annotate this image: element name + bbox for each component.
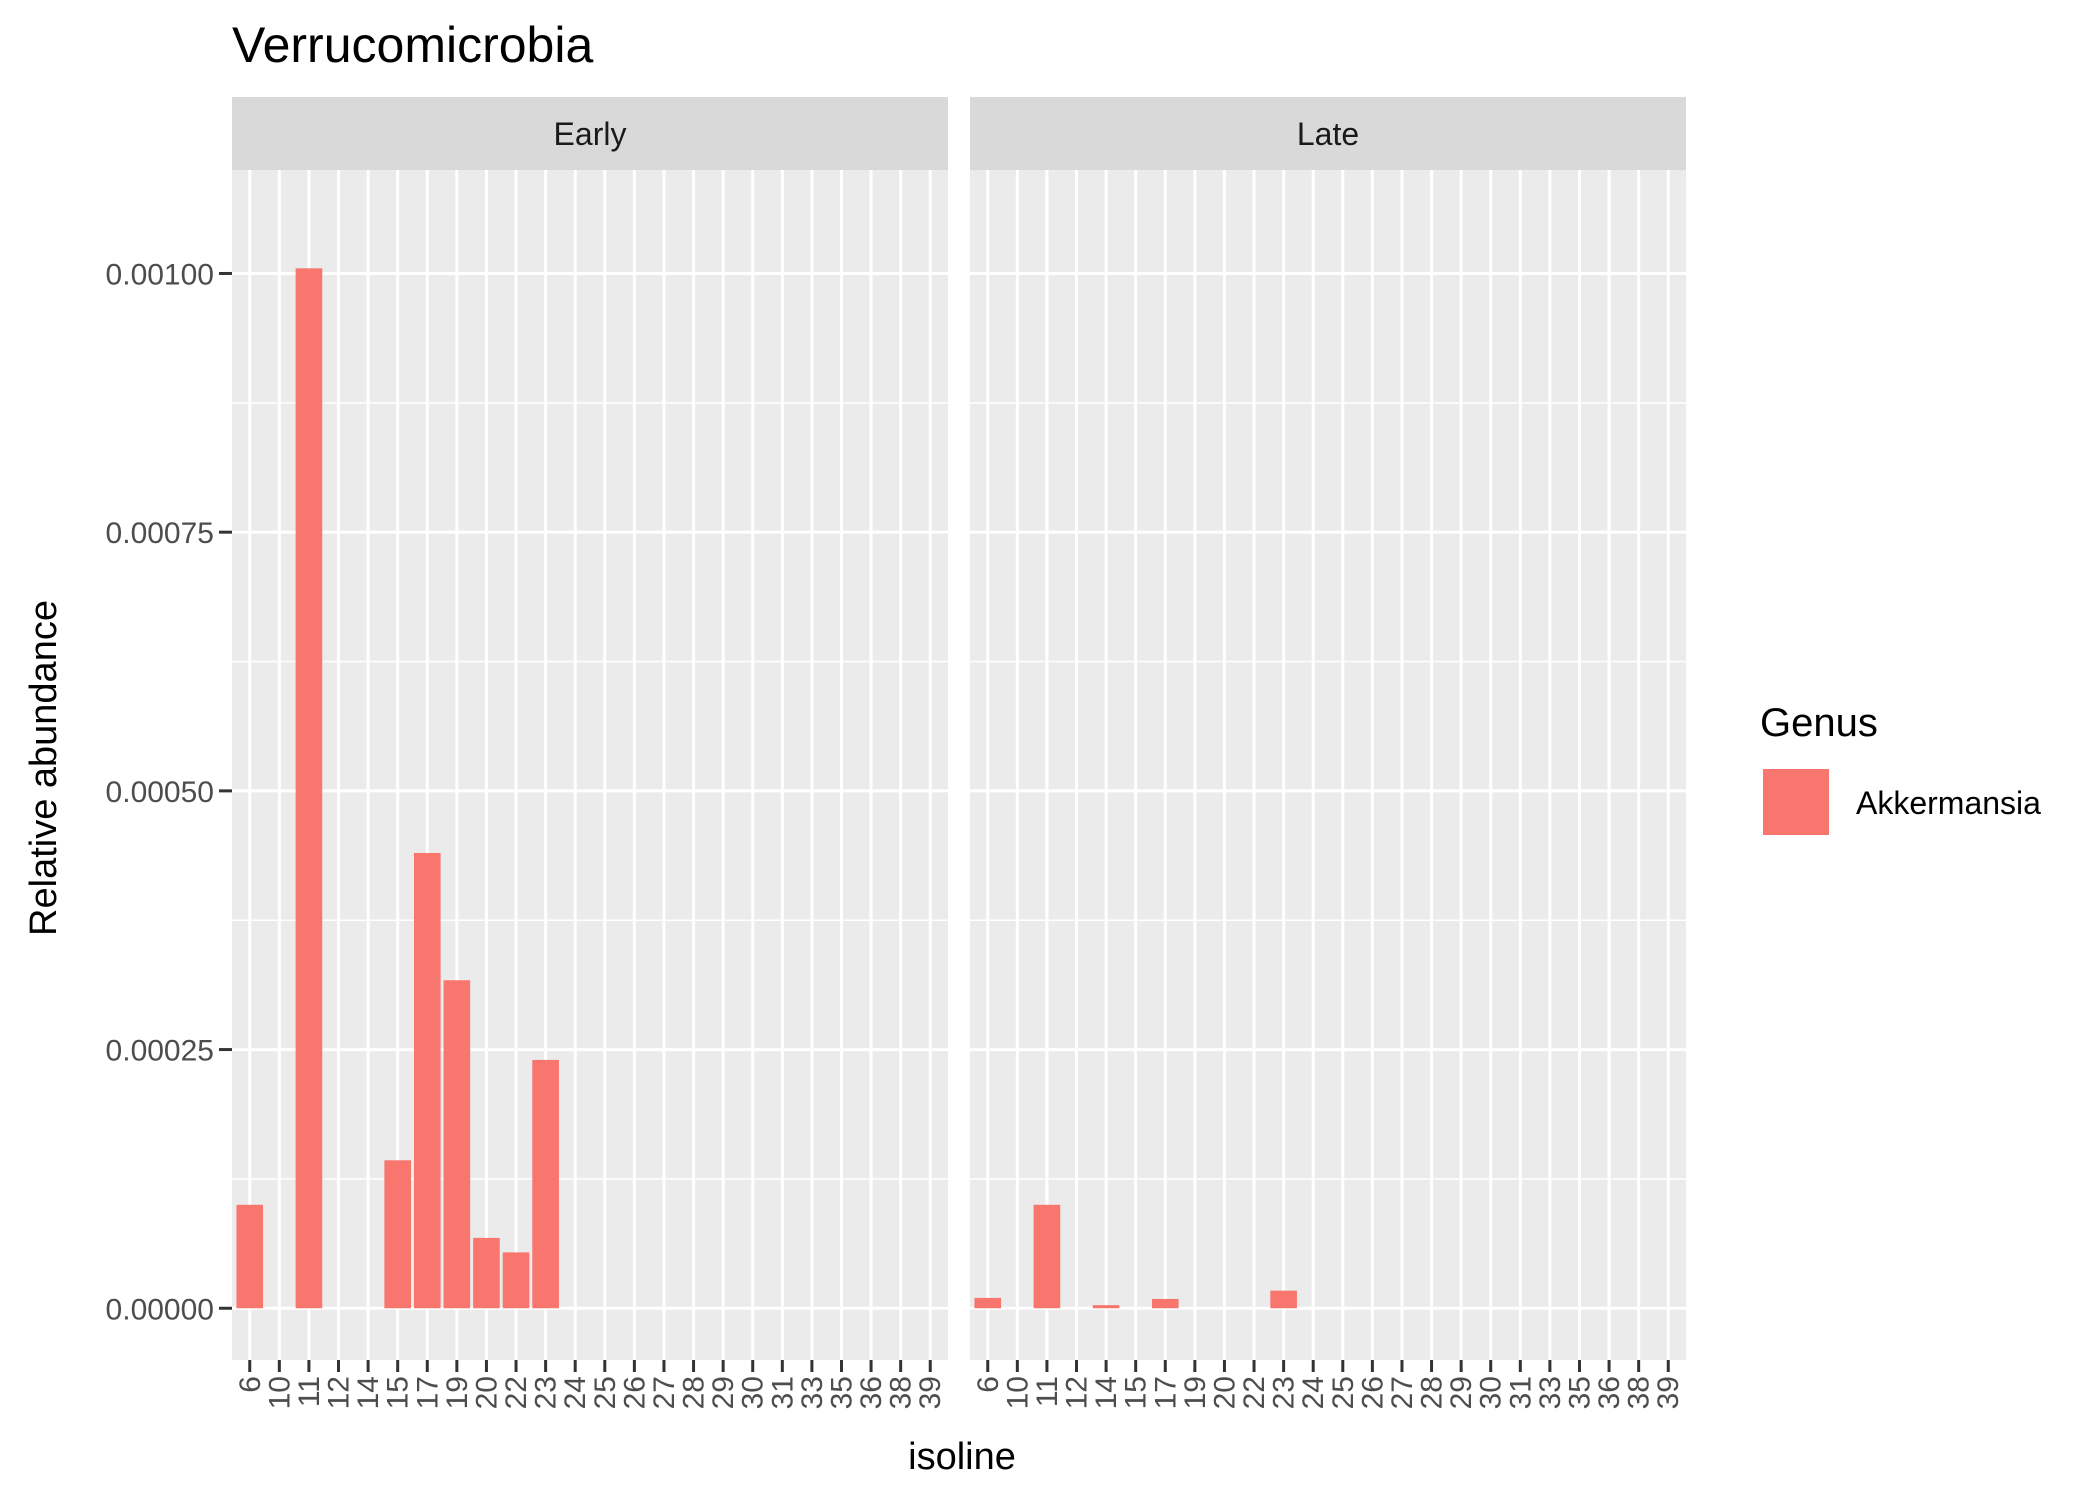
bar-6: [236, 1204, 264, 1309]
x-tick-label: 10: [263, 1376, 296, 1409]
x-tick-label: 36: [1593, 1376, 1626, 1409]
x-tick-label: 19: [441, 1376, 474, 1409]
bar-6: [974, 1297, 1002, 1309]
x-tick-label: 28: [1416, 1376, 1449, 1409]
bar-11: [1033, 1204, 1061, 1309]
x-tick-label: 10: [1001, 1376, 1034, 1409]
bar-17: [413, 852, 441, 1309]
legend-label-akkermansia: Akkermansia: [1856, 785, 2041, 821]
facet-panels: Early61011121415171920222324252627282930…: [232, 97, 1686, 1409]
bar-15: [384, 1160, 411, 1309]
x-tick-label: 22: [1238, 1376, 1271, 1409]
panel-background: [232, 170, 948, 1360]
y-axis-title: Relative abundance: [23, 600, 65, 936]
x-tick-label: 22: [500, 1376, 533, 1409]
y-tick-label: 0.00100: [106, 258, 214, 291]
x-tick-label: 24: [1297, 1376, 1330, 1409]
x-tick-label: 38: [1623, 1376, 1656, 1409]
x-tick-label: 24: [559, 1376, 592, 1409]
x-tick-label: 36: [855, 1376, 888, 1409]
x-tick-label: 12: [323, 1376, 356, 1409]
x-tick-label: 29: [1445, 1376, 1478, 1409]
bar-19: [443, 980, 471, 1309]
legend-key-akkermansia: [1761, 767, 1831, 837]
x-tick-label: 20: [1208, 1376, 1241, 1409]
x-tick-label: 6: [234, 1376, 267, 1393]
x-tick-label: 26: [618, 1376, 651, 1409]
x-tick-label: 23: [530, 1376, 563, 1409]
y-axis: 0.00000 0.00025 0.00050 0.00075 0.00100: [106, 258, 232, 1326]
facet-strip: [232, 97, 948, 170]
facet-panel-late: Late610111214151719202223242526272829303…: [970, 97, 1686, 1409]
x-tick-label: 14: [352, 1376, 385, 1409]
x-tick-label: 39: [1652, 1376, 1685, 1409]
x-tick-label: 15: [382, 1376, 415, 1409]
panel-background: [970, 170, 1686, 1360]
bar-23: [532, 1059, 559, 1309]
facet-strip: [970, 97, 1686, 170]
y-tick-label: 0.00000: [106, 1293, 214, 1326]
x-tick-label: 35: [1563, 1376, 1596, 1409]
bar-22: [502, 1252, 530, 1309]
x-tick-label: 19: [1179, 1376, 1212, 1409]
x-tick-label: 31: [766, 1376, 799, 1409]
y-tick-label: 0.00075: [106, 517, 214, 550]
x-tick-label: 15: [1120, 1376, 1153, 1409]
x-tick-label: 33: [1534, 1376, 1567, 1409]
x-tick-label: 28: [678, 1376, 711, 1409]
x-tick-label: 31: [1504, 1376, 1537, 1409]
legend: Genus Akkermansia: [1760, 701, 2041, 837]
x-tick-label: 33: [796, 1376, 829, 1409]
facet-panel-early: Early 61011121415171920222324252627282930…: [232, 97, 948, 1409]
x-tick-label: 17: [1149, 1376, 1182, 1409]
chart-title: Verrucomicrobia: [232, 17, 593, 73]
x-tick-label: 17: [411, 1376, 444, 1409]
x-tick-label: 11: [1031, 1376, 1064, 1407]
y-tick-label: 0.00025: [106, 1035, 214, 1068]
bar-17: [1151, 1298, 1179, 1309]
x-tick-label: 23: [1268, 1376, 1301, 1409]
x-tick-label: 35: [825, 1376, 858, 1409]
x-tick-label: 29: [707, 1376, 740, 1409]
x-tick-label: 12: [1061, 1376, 1094, 1409]
facet-strip-label: Early: [554, 116, 627, 152]
y-tick-label: 0.00050: [106, 776, 214, 809]
bar-20: [473, 1237, 500, 1309]
x-tick-label: 27: [648, 1376, 681, 1409]
x-tick-label: 6: [972, 1376, 1005, 1393]
bar-11: [295, 268, 323, 1309]
x-tick-label: 27: [1386, 1376, 1419, 1409]
x-tick-label: 30: [1475, 1376, 1508, 1409]
legend-title: Genus: [1760, 701, 1878, 745]
x-tick-label: 25: [589, 1376, 622, 1409]
x-tick-label: 20: [470, 1376, 503, 1409]
x-tick-label: 14: [1090, 1376, 1123, 1409]
x-tick-label: 38: [885, 1376, 918, 1409]
x-tick-label: 39: [914, 1376, 947, 1409]
facet-strip-label: Late: [1297, 116, 1359, 152]
bar-14: [1092, 1305, 1120, 1309]
x-axis-title: isoline: [908, 1436, 1016, 1478]
x-tick-label: 26: [1356, 1376, 1389, 1409]
x-tick-label: 11: [293, 1376, 326, 1407]
bar-23: [1270, 1290, 1297, 1309]
x-tick-label: 25: [1327, 1376, 1360, 1409]
x-tick-label: 30: [737, 1376, 770, 1409]
